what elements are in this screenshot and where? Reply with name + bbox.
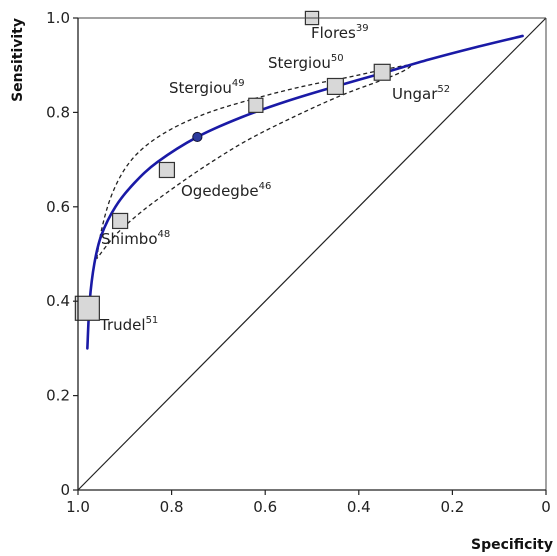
study-ref: 49 (232, 78, 245, 89)
study-label-6: Trudel51 (99, 315, 158, 334)
sroc-curve (86, 34, 524, 350)
confidence-region (96, 64, 412, 260)
study-point-3 (248, 97, 264, 113)
x-tick-label-4: 0.2 (440, 498, 464, 516)
axes: 1.0 0.8 0.6 0.4 0.2 0 0 0.2 0.4 0.6 0.8 1.0 Specific… (10, 9, 553, 553)
study-ref: 50 (331, 53, 344, 64)
y-axis-title: Sensitivity (10, 18, 26, 102)
x-tick-label-3: 0.4 (347, 498, 371, 516)
x-tick-label-0: 1.0 (66, 498, 90, 516)
plot-area (74, 10, 547, 491)
study-name: Trudel (99, 316, 146, 334)
x-tick-label-5: 0 (541, 498, 551, 516)
y-tick-label-4: 0.8 (46, 103, 70, 121)
y-tick-label-0: 0 (60, 481, 70, 499)
study-point-2 (373, 63, 391, 81)
y-tick-label-1: 0.2 (46, 387, 70, 405)
x-tick-label-2: 0.6 (253, 498, 277, 516)
study-ref: 51 (146, 315, 159, 326)
study-label-0: Flores39 (311, 23, 369, 42)
study-name: Stergiou (169, 79, 232, 97)
study-point-4 (158, 161, 176, 179)
summary-point (192, 131, 203, 143)
study-label-5: Shimbo48 (101, 229, 170, 248)
study-name: Ogedegbe (181, 182, 259, 200)
study-label-3: Stergiou49 (169, 78, 245, 97)
study-ref: 48 (158, 229, 171, 240)
y-tick-label-3: 0.6 (46, 198, 70, 216)
chance-line (77, 17, 547, 491)
labels: Flores39Stergiou50Ungar52Stergiou49Ogede… (99, 23, 450, 334)
x-tick-label-1: 0.8 (160, 498, 184, 516)
study-ref: 52 (437, 84, 450, 95)
study-point-1 (326, 77, 344, 95)
study-name: Ungar (392, 85, 438, 103)
study-name: Flores (311, 24, 356, 42)
study-name: Shimbo (101, 230, 158, 248)
study-ref: 46 (259, 181, 272, 192)
y-tick-label-2: 0.4 (46, 292, 70, 310)
study-label-1: Stergiou50 (268, 53, 344, 72)
y-tick-label-5: 1.0 (46, 9, 70, 27)
x-axis-title: Specificity (471, 537, 553, 553)
study-point-5 (112, 212, 129, 230)
study-ref: 39 (356, 23, 369, 34)
study-name: Stergiou (268, 54, 331, 72)
study-label-2: Ungar52 (392, 84, 450, 103)
study-point-6 (74, 295, 100, 321)
study-label-4: Ogedegbe46 (181, 181, 271, 200)
